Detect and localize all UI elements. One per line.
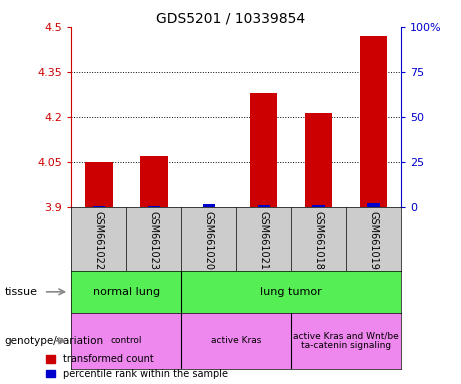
Bar: [305, 113, 332, 207]
Bar: [148, 205, 160, 207]
Bar: [258, 205, 270, 207]
Legend: transformed count, percentile rank within the sample: transformed count, percentile rank withi…: [42, 350, 232, 383]
Text: GSM661019: GSM661019: [369, 210, 378, 270]
Bar: [367, 203, 380, 207]
Bar: [140, 156, 168, 207]
Text: GSM661023: GSM661023: [149, 210, 159, 270]
Text: active Kras and Wnt/be
ta-catenin signaling: active Kras and Wnt/be ta-catenin signal…: [293, 331, 399, 351]
Text: lung tumor: lung tumor: [260, 287, 322, 297]
Text: GSM661020: GSM661020: [204, 210, 214, 270]
Text: tissue: tissue: [5, 287, 38, 297]
Bar: [250, 93, 278, 207]
Text: GSM661018: GSM661018: [313, 210, 324, 270]
Bar: [203, 204, 215, 207]
Bar: [93, 205, 105, 207]
Text: GSM661021: GSM661021: [259, 210, 269, 270]
Text: GSM661022: GSM661022: [94, 210, 104, 270]
Text: active Kras: active Kras: [211, 336, 261, 345]
Text: control: control: [111, 336, 142, 345]
Bar: [360, 36, 387, 207]
Text: GDS5201 / 10339854: GDS5201 / 10339854: [156, 12, 305, 25]
Bar: [313, 205, 325, 207]
Text: normal lung: normal lung: [93, 287, 160, 297]
Bar: [85, 162, 112, 207]
Text: genotype/variation: genotype/variation: [5, 336, 104, 346]
